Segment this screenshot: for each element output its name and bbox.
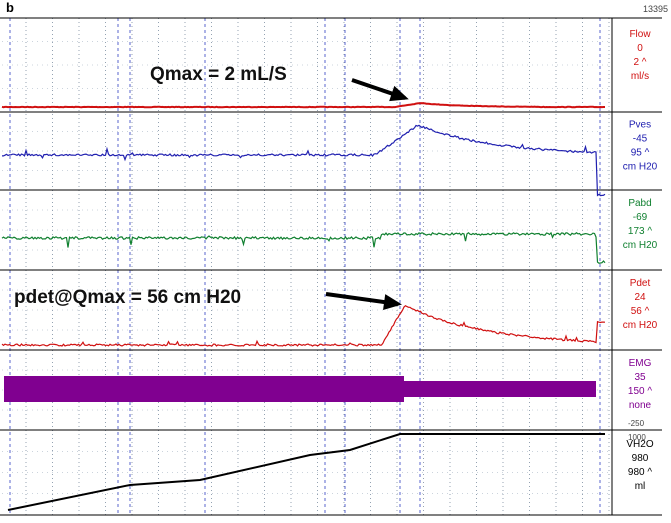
record-id: 13395 xyxy=(643,4,668,14)
channel-unit: cm H20 xyxy=(623,320,658,331)
channel-unit: none xyxy=(629,400,652,411)
channel-scale: 150 ^ xyxy=(628,386,652,397)
channel-value: 980 xyxy=(632,453,649,464)
vh2o-trace xyxy=(7,433,605,511)
channel-unit: ml xyxy=(635,481,646,492)
pves-trace xyxy=(2,124,606,197)
arrow-head xyxy=(389,85,409,102)
scale-mark: 1000 xyxy=(628,433,646,442)
channel-name: VH2O xyxy=(626,439,653,450)
scale-mark: -250 xyxy=(628,419,645,428)
channel-value: 0 xyxy=(637,43,643,54)
emg-band xyxy=(404,381,596,397)
emg-band xyxy=(4,376,404,402)
annotation: Qmax = 2 mL/S xyxy=(150,64,287,85)
pabd-trace xyxy=(1,231,606,264)
channel-unit: ml/s xyxy=(631,71,649,82)
channel-value: 24 xyxy=(634,292,646,303)
figure-label: b xyxy=(6,0,14,15)
arrow-head xyxy=(383,294,402,310)
channel-name: Flow xyxy=(629,29,651,40)
channel-name: EMG xyxy=(629,358,652,369)
channel-unit: cm H20 xyxy=(623,240,658,251)
channel-value: 35 xyxy=(634,372,646,383)
channel-scale: 2 ^ xyxy=(633,57,646,68)
annotation: pdet@Qmax = 56 cm H20 xyxy=(14,287,241,308)
channel-scale: 95 ^ xyxy=(631,148,650,159)
channel-name: Pabd xyxy=(628,198,651,209)
pdet-trace xyxy=(1,304,606,347)
channel-scale: 56 ^ xyxy=(631,306,650,317)
flow-trace xyxy=(1,102,605,109)
channel-scale: 173 ^ xyxy=(628,226,652,237)
channel-value: -69 xyxy=(633,212,648,223)
channel-unit: cm H20 xyxy=(623,162,658,173)
channel-value: -45 xyxy=(633,134,648,145)
channel-scale: 980 ^ xyxy=(628,467,652,478)
channel-name: Pdet xyxy=(630,278,651,289)
channel-name: Pves xyxy=(629,120,651,131)
